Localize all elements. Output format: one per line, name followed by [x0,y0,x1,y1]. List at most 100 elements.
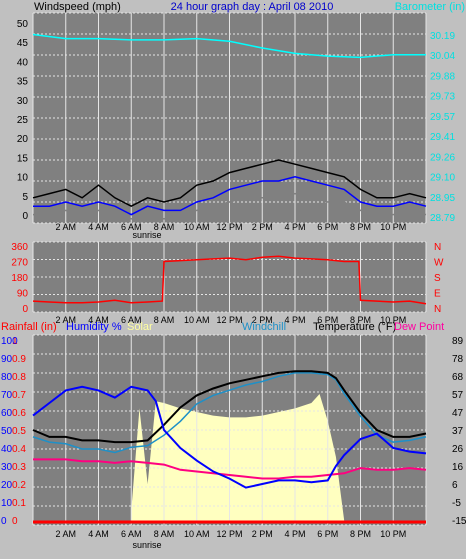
barometer-y-ticks: 30.19 30.04 29.88 29.73 29.57 29.41 29.26 29.10… [430,31,455,224]
barometer-tick-label: 29.57 [430,112,455,123]
temperature-line [32,370,427,444]
humidity-tick-label: 100 [1,336,18,347]
wind-grid [32,12,427,224]
legend-humidity: Humidity % [66,321,122,333]
humidity-tick-label: 20 [1,480,13,491]
x-tick-label: 4 PM [284,529,305,539]
wind-tick-label: 20 [17,134,29,145]
chart-title: 24 hour graph day : April 08 2010 [171,1,334,13]
x-tick-label: 8 AM [154,222,175,232]
wind-tick-label: 25 [17,115,29,126]
x-tick-label: 4 AM [88,529,109,539]
temperature-tick-label: 68 [452,372,464,383]
rain-tick-label: 0.8 [12,372,26,383]
rain-tick-label: 0.6 [12,408,26,419]
x-tick-label: 12 PM [216,529,242,539]
direction-tick-label: 270 [11,258,28,269]
barometer-tick-label: 29.41 [430,132,455,143]
direction-tick-label: 90 [17,289,29,300]
x-tick-label: 10 PM [380,529,406,539]
compass-tick-label: E [434,289,441,300]
x-tick-label: 10 PM [380,222,406,232]
rain-y-ticks: 1 0.9 0.8 0.7 0.6 0.5 0.4 0.3 0.2 0.1 0 [12,336,26,527]
wind-axis-label: Windspeed (mph) [34,1,121,13]
x-tick-label: 10 AM [184,222,210,232]
x-tick-label: 4 PM [284,315,305,325]
x-tick-label: 2 AM [55,222,76,232]
x-tick-label: 8 PM [350,222,371,232]
x-tick-label: 10 AM [184,529,210,539]
humidity-tick-label: 80 [1,372,13,383]
temperature-tick-label: 78 [452,354,464,365]
temperature-tick-label: -5 [452,498,461,509]
x-tick-label: 12 PM [216,222,242,232]
rain-tick-label: 0.4 [12,444,26,455]
humidity-line [32,385,427,489]
wind-speed-line [33,176,427,216]
x-tick-label: 2 PM [252,529,273,539]
compass-tick-label: W [434,258,444,269]
barometer-tick-label: 29.88 [430,71,455,82]
x-tick-label: 10 PM [380,315,406,325]
compass-tick-label: S [434,273,441,284]
direction-line [32,255,427,305]
rain-tick-label: 0.5 [12,426,26,437]
x-tick-label: 10 AM [184,315,210,325]
humidity-tick-label: 30 [1,462,13,473]
barometer-tick-label: 29.10 [430,173,455,184]
temperature-tick-label: 6 [452,480,458,491]
x-tick-label: 2 AM [55,315,76,325]
wind-tick-label: 15 [17,153,29,164]
temperature-tick-label: -15 [452,516,466,527]
humidity-tick-label: 10 [1,498,13,509]
wind-tick-label: 40 [17,57,29,68]
temperature-tick-label: 37 [452,426,464,437]
x-tick-label: 6 AM [121,222,142,232]
wind-average-line [33,192,427,220]
panel3-legend: Rainfall (in) Humidity % Solar Windchill… [1,321,444,333]
wind-gust-line [32,159,427,208]
humidity-tick-label: 40 [1,444,13,455]
wind-tick-label: 50 [17,19,29,30]
wind-tick-label: 5 [22,192,28,203]
rain-tick-label: 0.9 [12,354,26,365]
legend-rainfall: Rainfall (in) [1,321,57,333]
compass-tick-label: N [434,304,441,315]
wind-tick-label: 30 [17,96,29,107]
x-tick-label: 8 PM [350,529,371,539]
barometer-tick-label: 29.26 [430,152,455,163]
temperature-y-ticks: 89 78 68 57 47 37 26 16 6 -5 -15 [452,336,466,527]
wind-x-ticks: 2 AM 4 AM 6 AM 8 AM 10 AM 12 PM 2 PM 4 PM 6 PM 8 … [55,222,406,232]
x-tick-label: 8 PM [350,315,371,325]
barometer-tick-label: 30.04 [430,51,455,62]
x-tick-label: 4 PM [284,222,305,232]
humidity-tick-label: 90 [1,354,13,365]
x-tick-label: 6 AM [121,315,142,325]
temperature-tick-label: 47 [452,408,464,419]
rain-tick-label: 0.7 [12,390,26,401]
barometer-tick-label: 29.73 [430,92,455,103]
x-tick-label: 2 PM [252,315,273,325]
x-tick-label: 4 AM [88,315,109,325]
temperature-tick-label: 26 [452,444,464,455]
legend-dewpoint: Dew Point [394,321,444,333]
temperature-tick-label: 89 [452,336,464,347]
wind-tick-label: 10 [17,173,29,184]
direction-y-ticks: 360 270 180 90 0 [11,242,28,315]
barometer-tick-label: 28.95 [430,193,455,204]
direction-grid [32,241,427,313]
x-tick-label: 2 AM [55,529,76,539]
barometer-line [32,33,426,59]
wind-tick-label: 0 [22,211,28,222]
humidity-tick-label: 60 [1,408,13,419]
x-tick-label: 6 AM [121,529,142,539]
temperature-tick-label: 57 [452,390,464,401]
rain-tick-label: 1 [12,336,18,347]
direction-tick-label: 180 [11,273,28,284]
temp-x-ticks: 2 AM 4 AM 6 AM 8 AM 10 AM 12 PM 2 PM 4 PM 6 PM 8 … [55,529,406,539]
rain-tick-label: 0.1 [12,498,26,509]
solar-fill [131,394,345,521]
